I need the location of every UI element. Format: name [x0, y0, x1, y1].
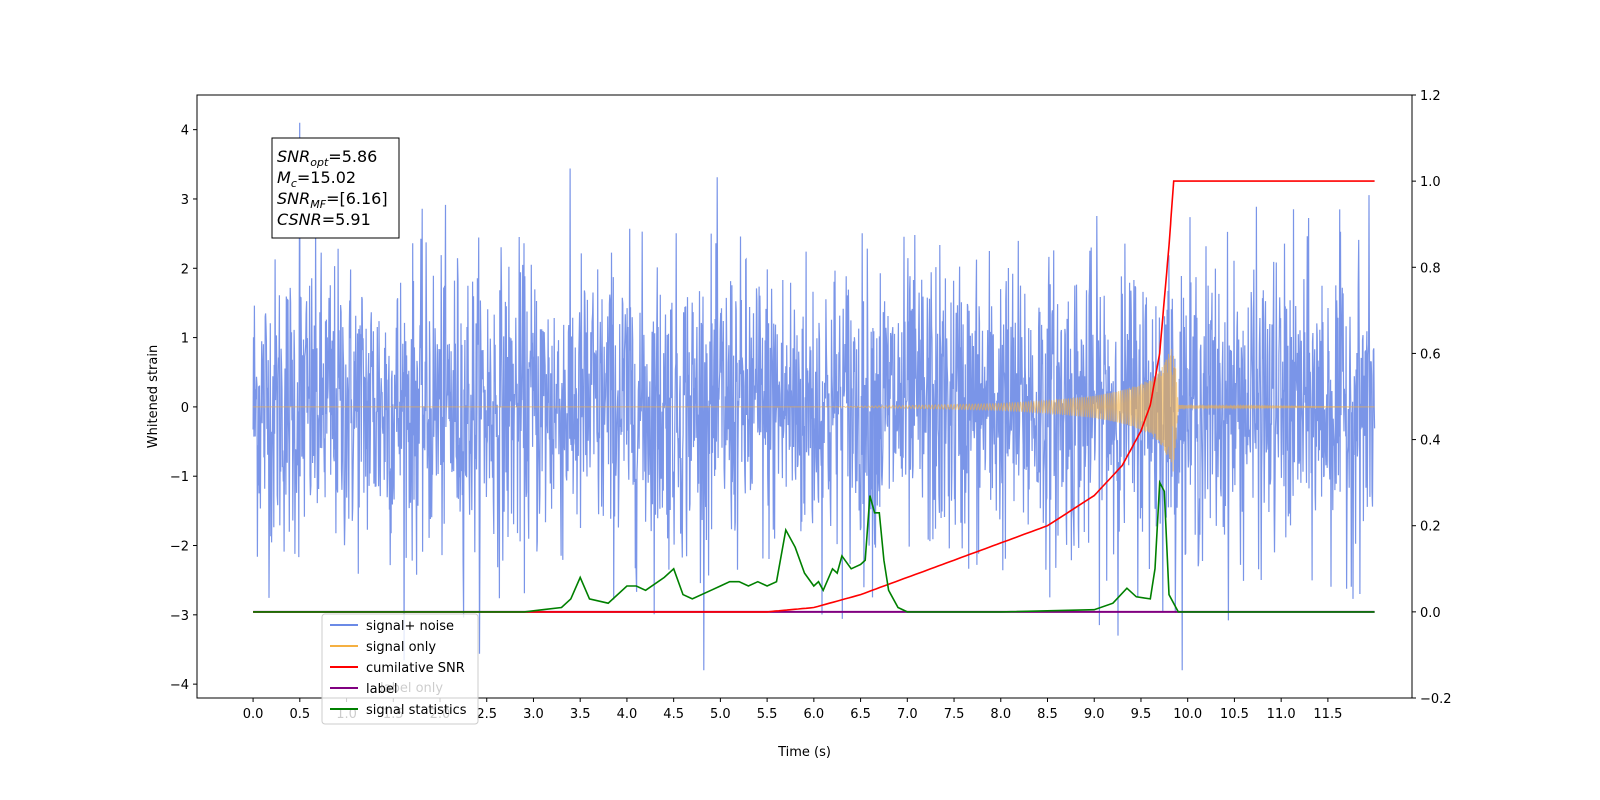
y-axis-left-label: Whitened strain [146, 345, 161, 448]
x-tick-label: 11.0 [1267, 707, 1296, 722]
y-tick-left-label: −1 [170, 470, 189, 485]
x-tick-label: 9.5 [1131, 707, 1152, 722]
y-tick-right-label: 0.0 [1420, 606, 1441, 621]
x-tick-label: 0.5 [289, 707, 310, 722]
x-tick-label: 0.0 [243, 707, 264, 722]
legend-entry: signal only [366, 640, 436, 655]
x-axis-label: Time (s) [777, 745, 831, 760]
y-tick-left-label: −2 [170, 540, 189, 555]
legend-entry: signal+ noise [366, 619, 454, 634]
y-tick-left-label: 1 [181, 332, 189, 347]
y-tick-left-label: 0 [181, 401, 189, 416]
legend-entry: cumilative SNR [366, 661, 465, 676]
y-tick-right-label: 0.8 [1420, 261, 1441, 276]
series-signal-statistics [253, 483, 1375, 612]
y-tick-left-label: 3 [181, 193, 189, 208]
x-tick-label: 2.5 [476, 707, 497, 722]
x-tick-label: 8.5 [1037, 707, 1058, 722]
x-tick-label: 3.5 [570, 707, 591, 722]
annotation-line: SNRMF=[6.16] [277, 189, 388, 211]
y-tick-right-label: −0.2 [1420, 692, 1452, 707]
x-tick-label: 7.5 [944, 707, 965, 722]
y-tick-right-label: 0.2 [1420, 520, 1441, 535]
y-tick-right-label: 0.6 [1420, 347, 1441, 362]
plot-area [253, 123, 1375, 671]
y-axis-left: −4 −3 −2 −1 0 1 2 3 4 [170, 124, 197, 693]
y-tick-left-label: 4 [181, 124, 189, 139]
x-tick-label: 10.5 [1220, 707, 1249, 722]
x-tick-label: 5.5 [757, 707, 778, 722]
legend-entry: label [366, 682, 397, 697]
x-tick-label: 10.0 [1173, 707, 1202, 722]
x-tick-label: 4.0 [617, 707, 638, 722]
x-tick-label: 5.0 [710, 707, 731, 722]
annotation-line: CSNR=5.91 [277, 210, 371, 229]
y-tick-right-label: 1.2 [1420, 89, 1441, 104]
x-tick-label: 8.0 [990, 707, 1011, 722]
legend-entry: signal statistics [366, 703, 467, 718]
y-axis-right: −0.2 0.0 0.2 0.4 0.6 0.8 1.0 1.2 [1412, 89, 1452, 707]
x-tick-label: 6.5 [850, 707, 871, 722]
y-tick-left-label: 2 [181, 262, 189, 277]
x-tick-label: 6.0 [804, 707, 825, 722]
y-tick-left-label: −4 [170, 678, 189, 693]
x-tick-label: 3.0 [523, 707, 544, 722]
x-tick-label: 4.5 [663, 707, 684, 722]
y-tick-right-label: 1.0 [1420, 175, 1441, 190]
y-tick-left-label: −3 [170, 609, 189, 624]
annotation-line: Mc=15.02 [277, 168, 356, 190]
y-tick-right-label: 0.4 [1420, 434, 1441, 449]
x-tick-label: 9.0 [1084, 707, 1105, 722]
x-tick-label: 7.0 [897, 707, 918, 722]
series-signal-noise [253, 123, 1375, 671]
x-tick-label: 11.5 [1313, 707, 1342, 722]
